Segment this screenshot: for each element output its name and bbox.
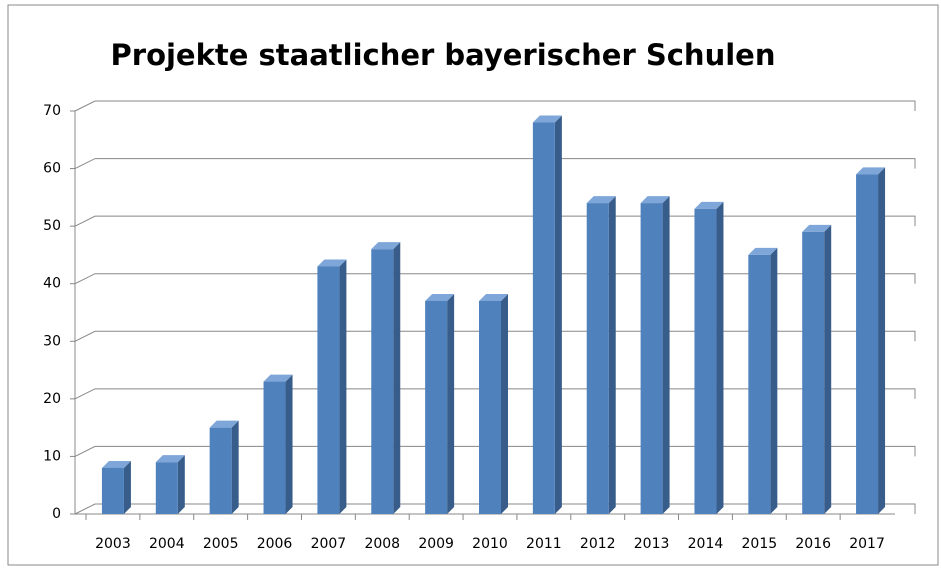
x-tick-label: 2005 [203, 536, 239, 552]
bar-top [694, 201, 724, 209]
x-tick-label: 2016 [795, 536, 831, 552]
y-tick-label: 20 [43, 391, 61, 407]
x-tick-label: 2014 [688, 536, 724, 552]
y-tick-label: 40 [43, 276, 61, 292]
bar-side [770, 247, 778, 514]
bar-side [878, 167, 886, 515]
grid-line [74, 158, 916, 170]
bar-side [231, 420, 239, 514]
x-tick-label: 2011 [526, 536, 562, 552]
bar-side [339, 259, 347, 514]
x-tick-label: 2015 [742, 536, 778, 552]
bar-side [662, 196, 670, 514]
x-tick-label: 2004 [149, 536, 185, 552]
grid-line [74, 215, 916, 227]
bar [155, 462, 178, 514]
bar [748, 254, 771, 514]
x-tick-label: 2007 [311, 536, 347, 552]
bar-top [640, 196, 670, 204]
bar-top [155, 455, 185, 463]
y-tick-label: 50 [43, 218, 61, 234]
chart-area [7, 4, 939, 566]
bar [694, 208, 717, 514]
bar-top [532, 115, 562, 123]
bar-side [177, 455, 185, 514]
bar [856, 174, 879, 515]
bar [317, 266, 340, 514]
x-tick-label: 2013 [634, 536, 670, 552]
bar-top [425, 293, 455, 301]
bar-side [501, 293, 508, 514]
grid-line [74, 273, 916, 285]
bar-top [317, 259, 347, 267]
bar-side [608, 196, 616, 514]
bar-side [554, 115, 562, 514]
bar-top [856, 167, 886, 175]
bar-top [263, 374, 293, 382]
bar [640, 203, 663, 514]
x-tick-label: 2017 [849, 536, 885, 552]
bar-side [123, 460, 131, 514]
bar [101, 467, 124, 514]
x-tick-label: 2012 [580, 536, 616, 552]
bar-top [802, 224, 832, 232]
bar-top [748, 247, 778, 255]
x-tick-label: 2008 [364, 536, 400, 552]
x-tick-label: 2003 [95, 536, 131, 552]
bar-side [824, 224, 832, 514]
bar [209, 427, 232, 514]
y-tick-label: 0 [52, 506, 61, 522]
bar-side [285, 374, 293, 514]
bar-side [393, 242, 401, 514]
x-tick-label: 2006 [257, 536, 293, 552]
bar [371, 249, 394, 514]
bar-top [586, 196, 616, 204]
y-tick-label: 70 [43, 103, 61, 119]
bar-top [479, 293, 508, 301]
bar-side [716, 201, 724, 514]
y-tick-label: 60 [43, 161, 61, 177]
bar [586, 203, 609, 514]
x-tick-label: 2009 [418, 536, 454, 552]
bar [479, 300, 501, 514]
bar-side [447, 293, 455, 514]
y-tick-label: 30 [43, 333, 61, 349]
bar-top [209, 420, 239, 428]
chart-title: Projekte staatlicher bayerischer Schulen [111, 38, 776, 72]
bar [532, 122, 555, 514]
bar [802, 231, 825, 514]
grid-line [74, 100, 916, 112]
y-tick-label: 10 [43, 448, 61, 464]
bar [425, 300, 448, 514]
bar-top [101, 460, 131, 468]
bar-top [371, 242, 401, 250]
bar [263, 381, 286, 514]
x-tick-label: 2010 [472, 536, 508, 552]
